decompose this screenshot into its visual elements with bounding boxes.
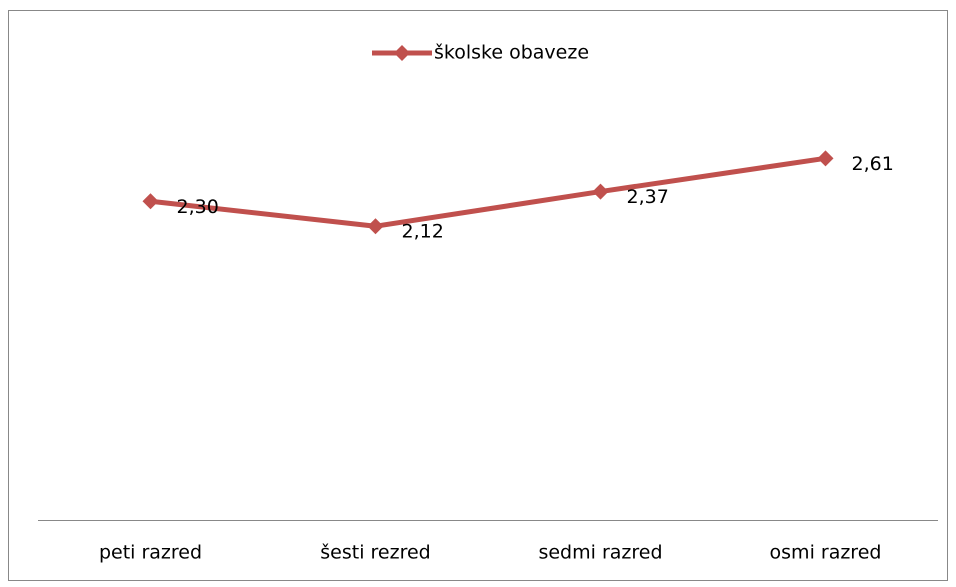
chart-border — [8, 10, 948, 581]
x-tick-label: šesti rezred — [320, 542, 430, 564]
line — [150, 155, 826, 229]
marker — [142, 193, 159, 210]
marker — [592, 183, 609, 200]
x-tick-label: sedmi razred — [538, 542, 662, 564]
x-tick-label: osmi razred — [770, 542, 882, 564]
marker — [817, 150, 834, 167]
marker — [367, 218, 384, 235]
data-label: 2,12 — [402, 221, 444, 243]
legend-marker — [394, 45, 410, 61]
data-label: 2,37 — [627, 186, 669, 208]
data-label: 2,61 — [852, 153, 894, 175]
data-label: 2,30 — [177, 196, 219, 218]
x-tick-label: peti razred — [99, 542, 202, 564]
legend-label: školske obaveze — [434, 42, 589, 64]
